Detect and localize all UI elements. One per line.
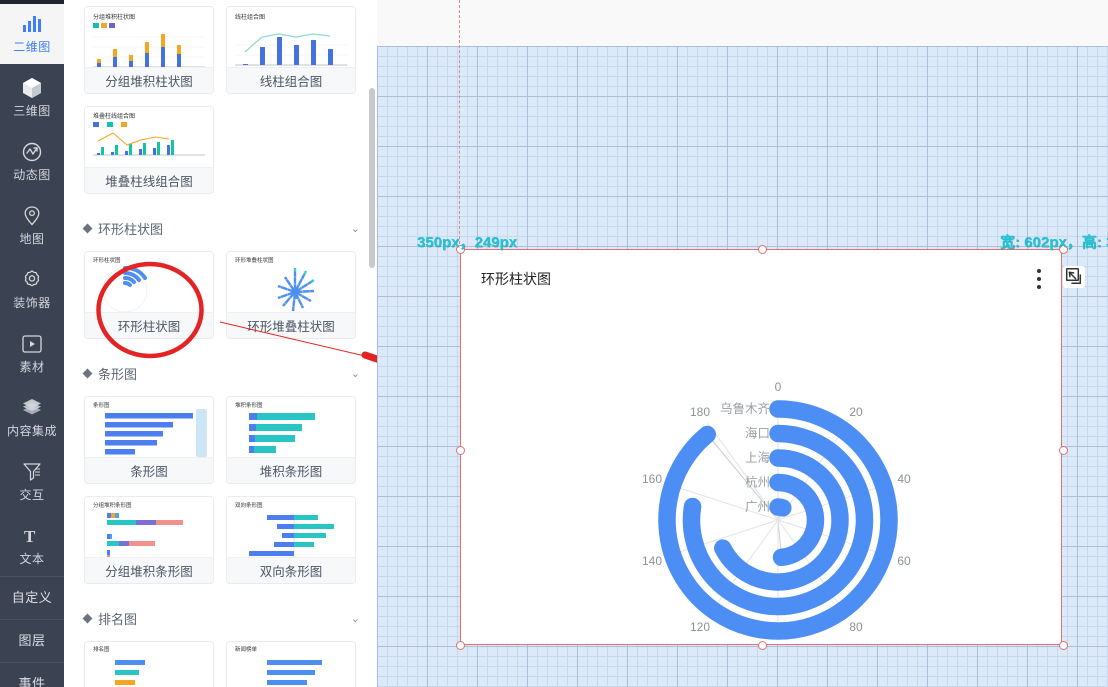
svg-text:新闻榜单: 新闻榜单 [235, 645, 258, 653]
svg-text:0: 0 [775, 380, 782, 394]
svg-text:海口: 海口 [745, 426, 770, 441]
svg-text:分组堆积条形图: 分组堆积条形图 [93, 501, 132, 509]
svg-text:杭州: 杭州 [745, 475, 770, 490]
svg-text:分组堆积柱状图: 分组堆积柱状图 [93, 13, 135, 21]
svg-text:40: 40 [897, 472, 911, 486]
svg-text:上海: 上海 [745, 450, 771, 465]
svg-text:140: 140 [642, 554, 662, 568]
svg-text:堆叠柱线组合图: 堆叠柱线组合图 [93, 112, 135, 120]
svg-text:环形柱状图: 环形柱状图 [93, 256, 121, 264]
svg-text:180: 180 [690, 405, 710, 419]
svg-text:100: 100 [768, 645, 788, 646]
svg-text:60: 60 [897, 554, 911, 568]
svg-text:双向条形图: 双向条形图 [235, 501, 263, 509]
svg-text:线柱组合图: 线柱组合图 [235, 13, 265, 21]
svg-text:T: T [24, 527, 36, 545]
svg-text:广州: 广州 [745, 500, 770, 514]
svg-text:20: 20 [849, 405, 863, 419]
svg-text:环形堆叠柱状图: 环形堆叠柱状图 [235, 256, 274, 264]
svg-text:条形图: 条形图 [93, 401, 110, 409]
svg-text:120: 120 [690, 620, 710, 634]
svg-text:堆积条形图: 堆积条形图 [235, 401, 263, 409]
svg-text:80: 80 [849, 620, 863, 634]
svg-text:乌鲁木齐: 乌鲁木齐 [720, 401, 771, 416]
svg-text:排名图: 排名图 [93, 645, 110, 653]
svg-text:160: 160 [642, 472, 662, 486]
